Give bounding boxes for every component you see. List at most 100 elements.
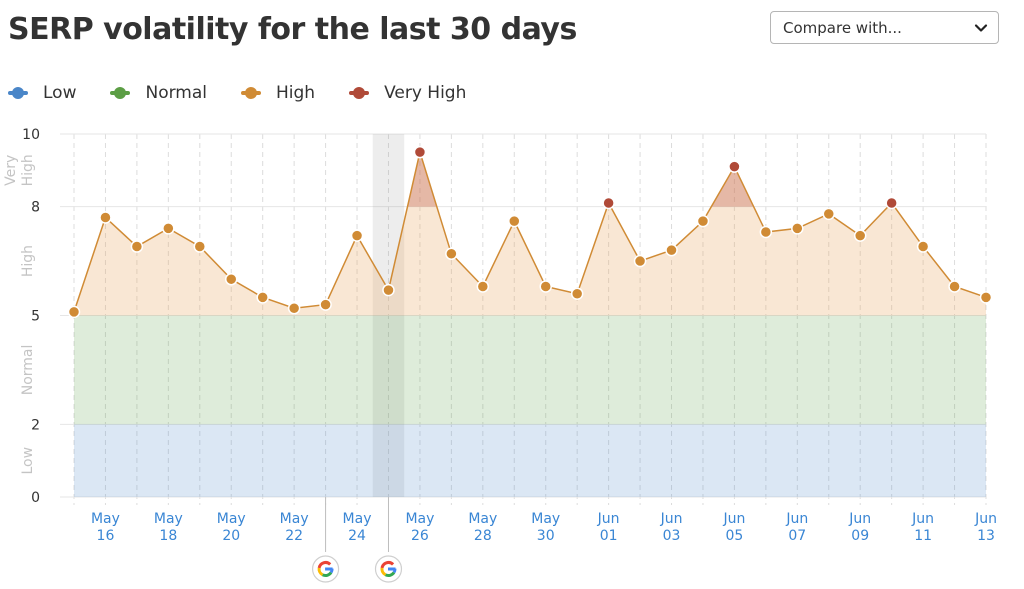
chevron-down-icon bbox=[974, 23, 988, 32]
data-point bbox=[570, 287, 584, 300]
data-point bbox=[665, 243, 678, 257]
legend-label-normal: Normal bbox=[145, 83, 207, 103]
legend-item-very-high[interactable]: Very High bbox=[349, 83, 466, 103]
x-tick-label-month: Jun bbox=[722, 511, 745, 527]
legend-marker-low bbox=[8, 87, 28, 99]
data-point-very-high bbox=[885, 196, 898, 210]
data-point bbox=[319, 298, 332, 311]
x-tick-label-day: 05 bbox=[725, 528, 743, 544]
page-title: SERP volatility for the last 30 days bbox=[8, 12, 577, 47]
x-tick-label-day: 03 bbox=[663, 528, 681, 544]
x-tick-label-day: 26 bbox=[411, 528, 429, 544]
band-low bbox=[74, 424, 986, 497]
data-point-very-high bbox=[413, 145, 427, 159]
x-tick-label-day: 09 bbox=[851, 528, 869, 544]
legend-marker-high bbox=[241, 87, 261, 99]
legend-label-high: High bbox=[276, 83, 316, 103]
highlight-column bbox=[372, 134, 405, 497]
google-update-icon[interactable] bbox=[311, 555, 340, 583]
x-tick-label-day: 18 bbox=[159, 528, 177, 544]
data-point bbox=[822, 207, 836, 221]
data-point bbox=[256, 291, 269, 304]
legend-item-normal[interactable]: Normal bbox=[110, 83, 207, 103]
legend-item-high[interactable]: High bbox=[241, 83, 315, 103]
data-point bbox=[979, 291, 993, 304]
legend-item-low[interactable]: Low bbox=[8, 83, 76, 103]
band-label-high: High bbox=[20, 245, 36, 277]
x-tick-label-day: 28 bbox=[474, 528, 492, 544]
x-tick-label-month: May bbox=[154, 511, 183, 527]
x-tick-label-day: 24 bbox=[348, 528, 366, 544]
data-point-very-high bbox=[602, 196, 615, 210]
data-point bbox=[633, 254, 647, 268]
band-normal bbox=[74, 315, 986, 425]
data-point bbox=[162, 222, 175, 235]
data-point bbox=[948, 280, 961, 293]
data-point bbox=[759, 225, 773, 239]
y-tick-label: 2 bbox=[31, 417, 40, 433]
band-label-normal: Normal bbox=[20, 345, 36, 396]
data-point bbox=[350, 229, 364, 242]
x-tick-label-month: May bbox=[91, 511, 120, 527]
x-tick-label-month: Jun bbox=[597, 511, 620, 527]
google-g-yellow-arc bbox=[380, 567, 387, 577]
x-tick-label-day: 22 bbox=[285, 528, 303, 544]
chart-legend: Low Normal High Very High bbox=[8, 83, 500, 103]
legend-label-very-high: Very High bbox=[384, 83, 467, 103]
data-point-very-high bbox=[728, 160, 741, 173]
data-point bbox=[916, 240, 930, 253]
legend-marker-normal bbox=[110, 87, 131, 99]
x-tick-label-month: May bbox=[280, 511, 309, 527]
compare-with-label: Compare with... bbox=[783, 18, 902, 37]
x-tick-label-month: Jun bbox=[660, 511, 683, 527]
data-point bbox=[287, 301, 301, 315]
google-g-bar bbox=[325, 567, 333, 571]
y-tick-label: 10 bbox=[22, 127, 40, 143]
x-tick-label-month: Jun bbox=[974, 511, 997, 527]
x-tick-label-day: 16 bbox=[97, 528, 115, 544]
band-label-very-high: High bbox=[20, 154, 36, 186]
data-point bbox=[853, 229, 867, 242]
data-point bbox=[539, 280, 552, 293]
band-label-low: Low bbox=[20, 447, 36, 475]
x-tick-label-month: May bbox=[531, 511, 560, 527]
y-tick-label: 8 bbox=[31, 200, 40, 216]
legend-marker-very-high bbox=[349, 87, 370, 99]
data-point bbox=[696, 214, 710, 228]
google-g-red-arc bbox=[317, 561, 332, 569]
x-tick-label-month: May bbox=[343, 511, 372, 527]
data-point bbox=[508, 214, 521, 228]
x-tick-label-month: Jun bbox=[848, 511, 871, 527]
data-point bbox=[224, 272, 238, 286]
x-tick-label-day: 01 bbox=[600, 528, 618, 544]
series-line bbox=[73, 149, 987, 313]
x-tick-label-day: 13 bbox=[977, 528, 995, 544]
data-point bbox=[99, 211, 112, 224]
x-tick-label-month: Jun bbox=[911, 511, 934, 527]
x-tick-label-day: 11 bbox=[914, 528, 932, 544]
google-g-green-arc bbox=[384, 571, 396, 577]
google-g-red-arc bbox=[380, 561, 395, 569]
x-tick-label-month: May bbox=[468, 511, 497, 527]
x-tick-label-month: May bbox=[217, 511, 246, 527]
data-point bbox=[67, 305, 81, 319]
x-tick-label-day: 30 bbox=[537, 528, 555, 544]
google-g-green-arc bbox=[321, 571, 333, 577]
data-point bbox=[476, 280, 490, 293]
google-g-yellow-arc bbox=[317, 567, 324, 577]
x-tick-label-month: May bbox=[405, 511, 434, 527]
data-point bbox=[130, 240, 144, 253]
data-point bbox=[445, 247, 458, 261]
data-point bbox=[193, 240, 207, 253]
y-tick-label: 0 bbox=[31, 490, 40, 506]
data-point bbox=[791, 222, 804, 235]
google-update-icon[interactable] bbox=[374, 555, 403, 583]
x-tick-label-day: 07 bbox=[788, 528, 806, 544]
band-label-very-high: Very bbox=[3, 155, 19, 186]
google-g-bar bbox=[387, 567, 396, 571]
compare-with-dropdown[interactable]: Compare with... bbox=[770, 11, 999, 44]
data-point bbox=[382, 283, 395, 297]
y-tick-label: 5 bbox=[31, 309, 40, 325]
area-fill-high bbox=[74, 152, 986, 316]
